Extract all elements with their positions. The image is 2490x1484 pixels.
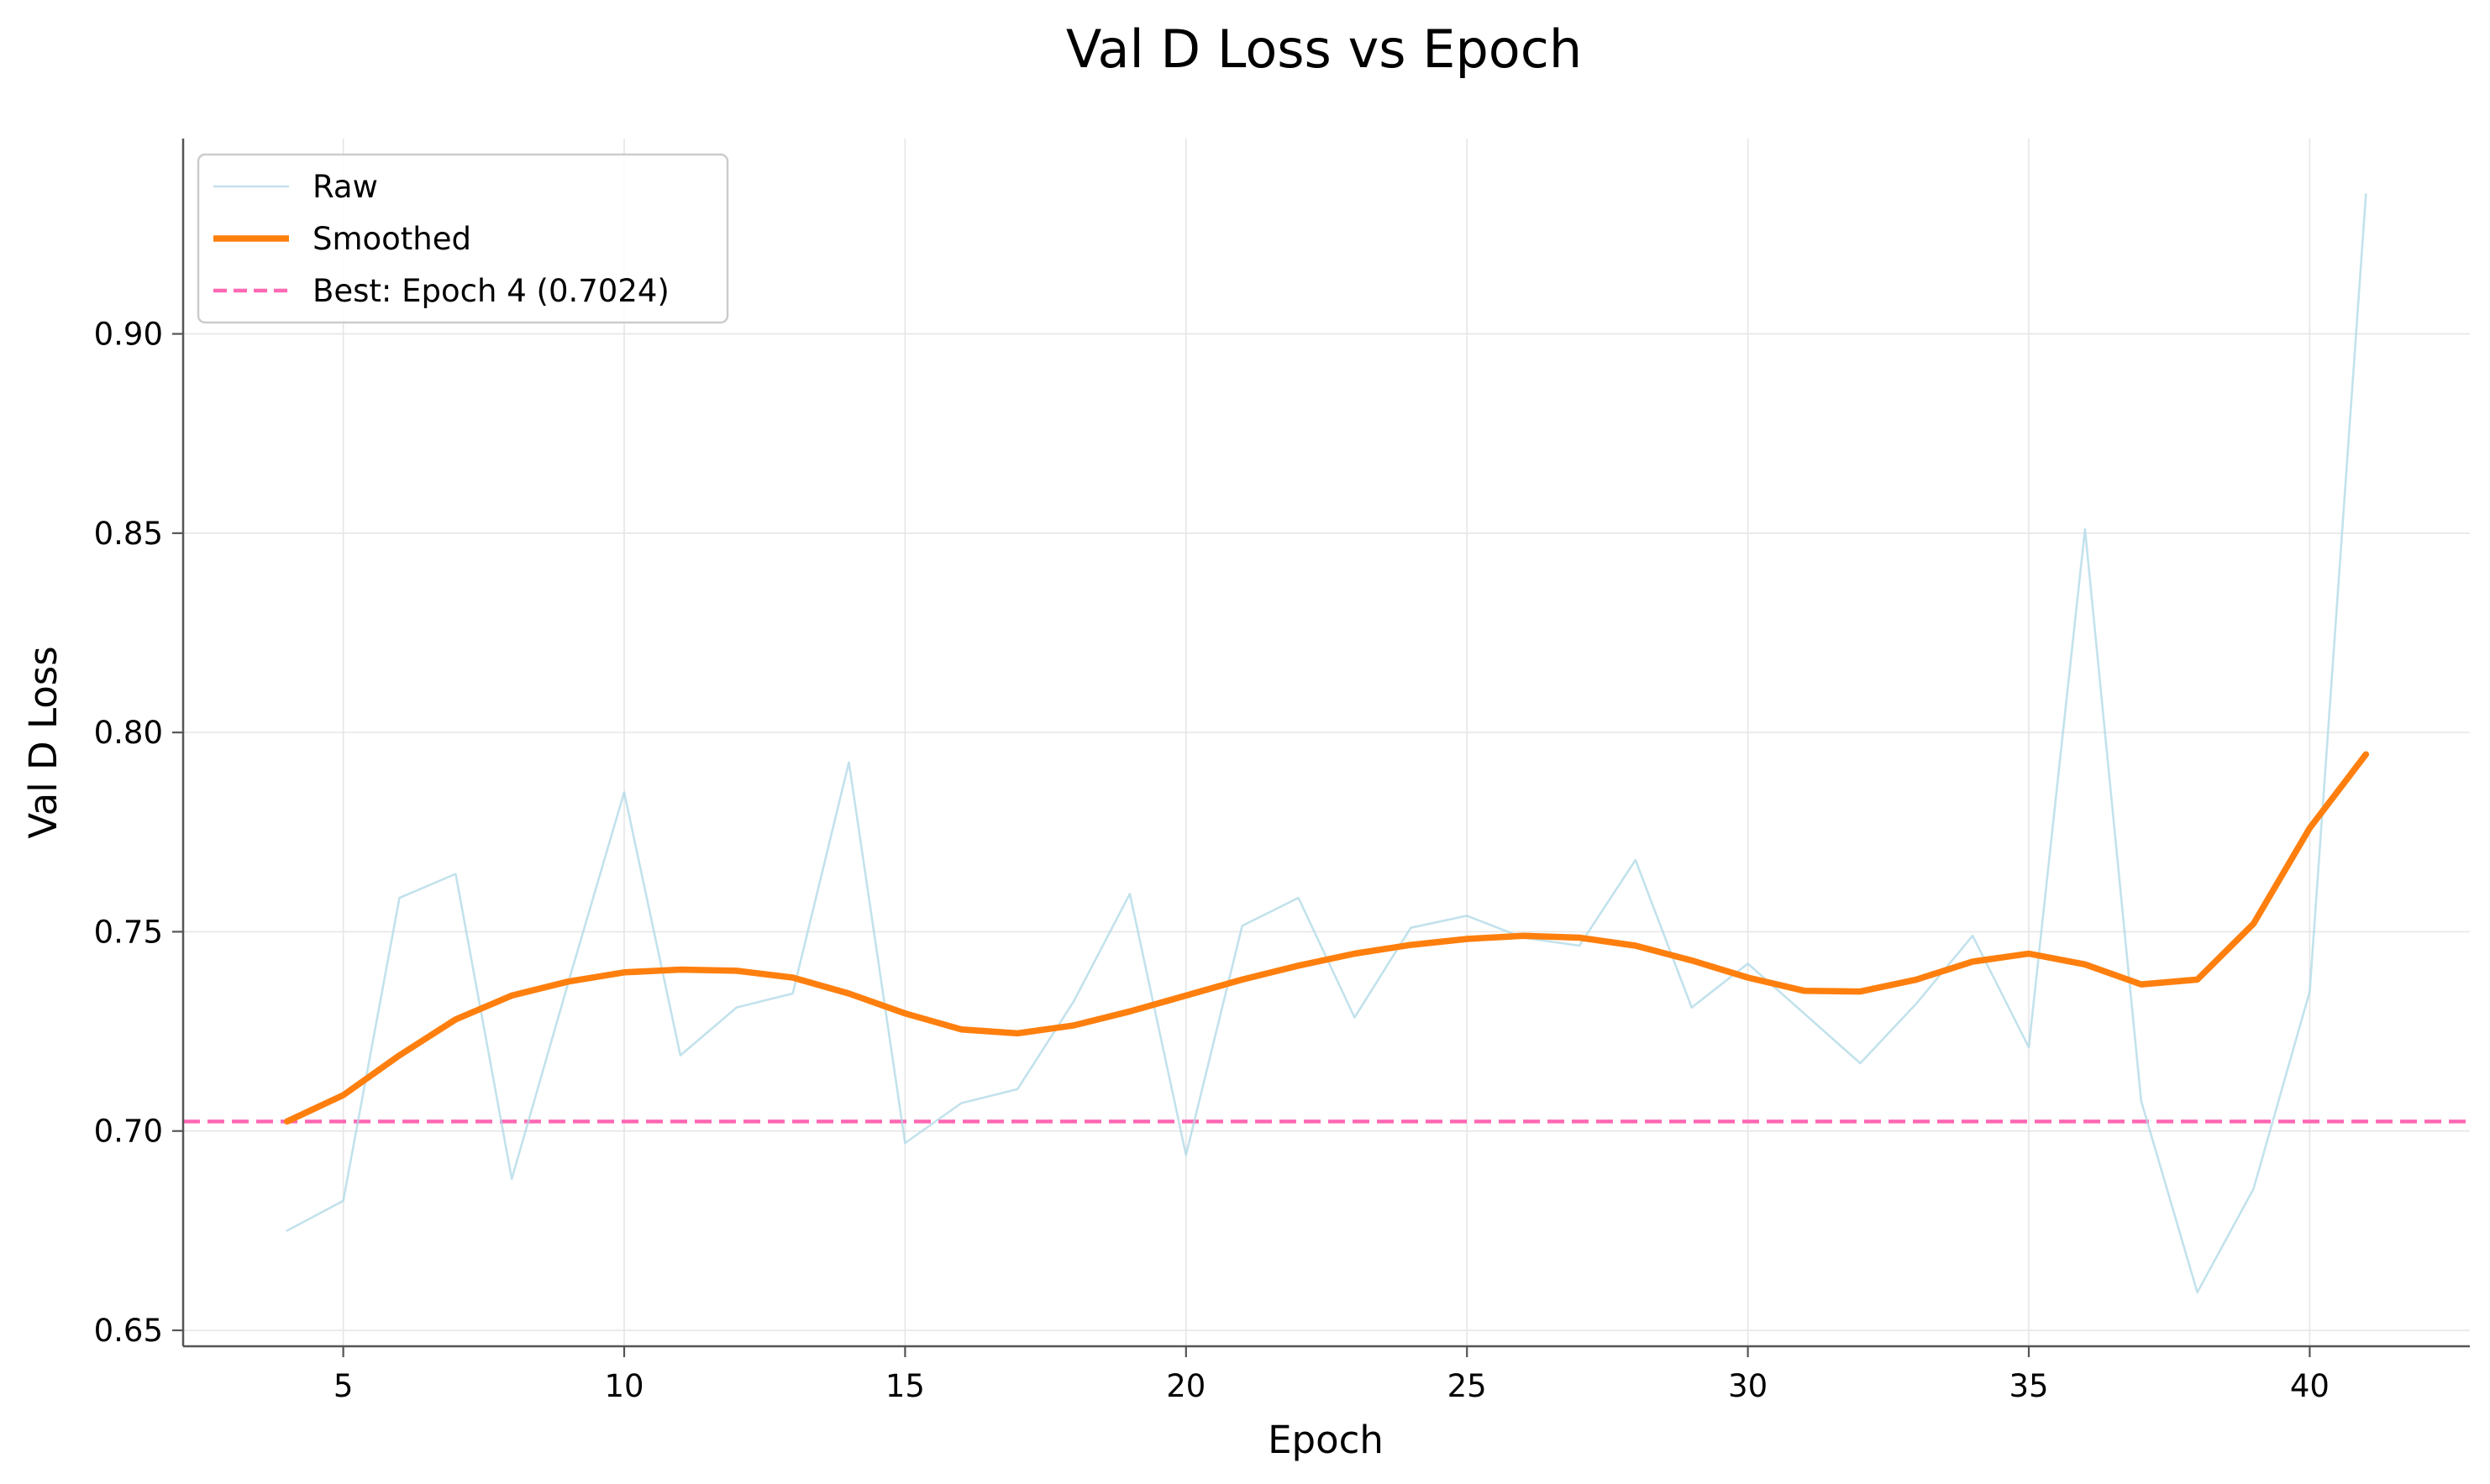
y-axis-label: Val D Loss — [21, 646, 66, 838]
x-tick-label: 20 — [1166, 1368, 1206, 1404]
legend-label: Best: Epoch 4 (0.7024) — [313, 273, 670, 309]
chart-title: Val D Loss vs Epoch — [1066, 18, 1582, 80]
x-tick-label: 40 — [2290, 1368, 2330, 1404]
x-axis-label: Epoch — [1268, 1418, 1384, 1462]
y-tick-label: 0.75 — [94, 914, 163, 950]
x-tick-label: 25 — [1447, 1368, 1487, 1404]
series-line-smoothed — [283, 751, 2370, 1125]
y-tick-label: 0.85 — [94, 516, 163, 552]
x-ticks: 5 10 15 20 25 30 35 40 — [334, 1346, 2330, 1404]
x-tick-label: 10 — [604, 1368, 644, 1404]
y-ticks: 0.65 0.70 0.75 0.80 0.85 0.90 — [94, 317, 183, 1349]
x-tick-label: 35 — [2009, 1368, 2048, 1404]
x-tick-label: 5 — [334, 1368, 354, 1404]
legend: Raw Smoothed Best: Epoch 4 (0.7024) — [197, 153, 729, 324]
legend-entries: Raw Smoothed Best: Epoch 4 (0.7024) — [213, 169, 670, 309]
legend-label: Smoothed — [313, 221, 471, 257]
y-tick-label: 0.65 — [94, 1313, 163, 1349]
y-tick-label: 0.80 — [94, 715, 163, 751]
series-lines — [283, 193, 2370, 1294]
legend-box — [197, 153, 729, 324]
y-tick-label: 0.90 — [94, 317, 163, 353]
y-tick-label: 0.70 — [94, 1114, 163, 1150]
legend-label: Raw — [313, 169, 378, 205]
x-tick-label: 15 — [885, 1368, 925, 1404]
grid — [183, 139, 2470, 1346]
x-tick-label: 30 — [1728, 1368, 1768, 1404]
